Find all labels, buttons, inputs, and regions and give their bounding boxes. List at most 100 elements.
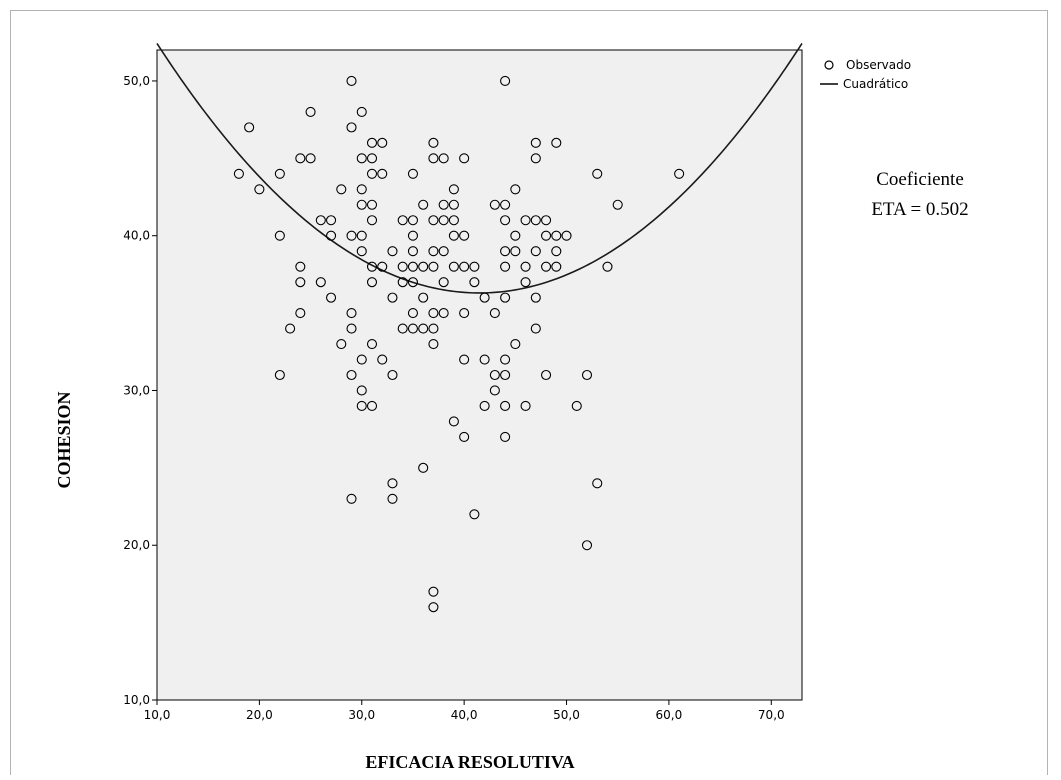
- observed-point: [510, 230, 521, 241]
- legend: Observado Cuadrático: [820, 58, 911, 91]
- observed-point: [530, 292, 541, 303]
- observed-point: [305, 153, 316, 164]
- observed-point: [418, 323, 429, 334]
- observed-point: [540, 230, 552, 241]
- observed-point: [366, 277, 378, 288]
- observed-point: [356, 230, 367, 241]
- x-tick-label: 30,0: [348, 708, 375, 722]
- observed-point: [377, 354, 388, 365]
- observed-point: [459, 153, 470, 164]
- observed-point: [510, 246, 521, 257]
- observed-point: [356, 385, 367, 396]
- observed-point: [459, 308, 470, 319]
- observed-point: [500, 400, 511, 412]
- observed-point: [387, 478, 398, 489]
- chart-frame: [10, 10, 1048, 775]
- observed-point: [448, 261, 459, 272]
- observed-point: [551, 246, 562, 257]
- observed-point: [325, 292, 337, 303]
- x-tick-label: 20,0: [246, 708, 273, 722]
- observed-point: [551, 137, 562, 148]
- observed-point: [407, 168, 419, 179]
- observed-point: [356, 354, 367, 365]
- observed-point: [438, 199, 449, 210]
- observed-point: [500, 215, 511, 226]
- observed-point: [602, 261, 613, 272]
- observed-point: [407, 261, 419, 272]
- observed-point: [438, 215, 449, 226]
- observed-point: [510, 338, 521, 350]
- observed-point: [530, 215, 541, 226]
- observed-point: [448, 199, 459, 210]
- observed-point: [285, 323, 296, 334]
- observed-point: [500, 261, 511, 272]
- observed-point: [551, 261, 562, 272]
- observed-point: [479, 400, 490, 412]
- observed-point: [295, 153, 306, 164]
- plot-area: [156, 49, 803, 701]
- observed-point: [407, 308, 419, 319]
- x-tick-label: 60,0: [656, 708, 683, 722]
- observed-point: [428, 246, 439, 257]
- observed-point: [315, 215, 326, 226]
- observed-point: [325, 230, 337, 241]
- observed-point: [561, 230, 572, 241]
- observed-point: [592, 478, 603, 489]
- x-tick-label: 40,0: [451, 708, 478, 722]
- observed-point: [387, 369, 398, 381]
- x-tick-label: 50,0: [553, 708, 580, 722]
- observed-point: [438, 277, 449, 288]
- observed-points-layer: [233, 75, 685, 613]
- observed-point: [346, 323, 357, 334]
- observed-point: [397, 215, 408, 226]
- observed-point: [612, 199, 623, 210]
- annotation-line-2: ETA = 0.502: [871, 199, 968, 220]
- observed-point: [325, 215, 337, 226]
- observed-point: [387, 493, 398, 504]
- observed-point: [438, 153, 449, 164]
- observed-point: [540, 261, 552, 272]
- observed-point: [500, 246, 511, 257]
- observed-point: [346, 369, 357, 381]
- observed-point: [346, 122, 357, 133]
- observed-point: [274, 230, 285, 241]
- observed-point: [500, 431, 511, 442]
- observed-point: [397, 323, 408, 334]
- observed-point: [428, 261, 439, 272]
- observed-point: [438, 246, 449, 257]
- observed-point: [469, 509, 480, 520]
- observed-point: [459, 261, 470, 272]
- observed-point: [397, 261, 408, 272]
- observed-point: [346, 493, 357, 504]
- legend-quadratic-label: Cuadrático: [843, 77, 908, 91]
- observed-point: [500, 369, 511, 381]
- y-tick-label: 10,0: [123, 693, 150, 707]
- observed-point: [448, 184, 459, 195]
- observed-point: [428, 308, 439, 319]
- observed-point: [336, 184, 347, 195]
- observed-point: [336, 338, 347, 350]
- observed-point: [356, 199, 367, 210]
- observed-point: [356, 153, 367, 164]
- legend-observed-label: Observado: [846, 58, 911, 72]
- quadratic-fit-line: [156, 43, 803, 294]
- observed-point: [551, 230, 562, 241]
- observed-point: [407, 215, 419, 226]
- observed-point: [489, 308, 500, 319]
- observed-point: [530, 153, 541, 164]
- x-tick-label: 70,0: [758, 708, 785, 722]
- observed-point: [489, 369, 500, 381]
- observed-point: [459, 354, 470, 365]
- observed-point: [520, 277, 531, 288]
- eta-annotation: Coeficiente ETA = 0.502: [871, 169, 968, 220]
- observed-point: [428, 153, 439, 164]
- observed-point: [366, 153, 378, 164]
- observed-point: [407, 277, 419, 288]
- observed-point: [356, 400, 367, 412]
- x-axis-title: EFICACIA RESOLUTIVA: [365, 752, 574, 772]
- observed-point: [448, 230, 459, 241]
- observed-point: [520, 400, 531, 412]
- observed-point: [356, 246, 367, 257]
- observed-point: [448, 416, 459, 427]
